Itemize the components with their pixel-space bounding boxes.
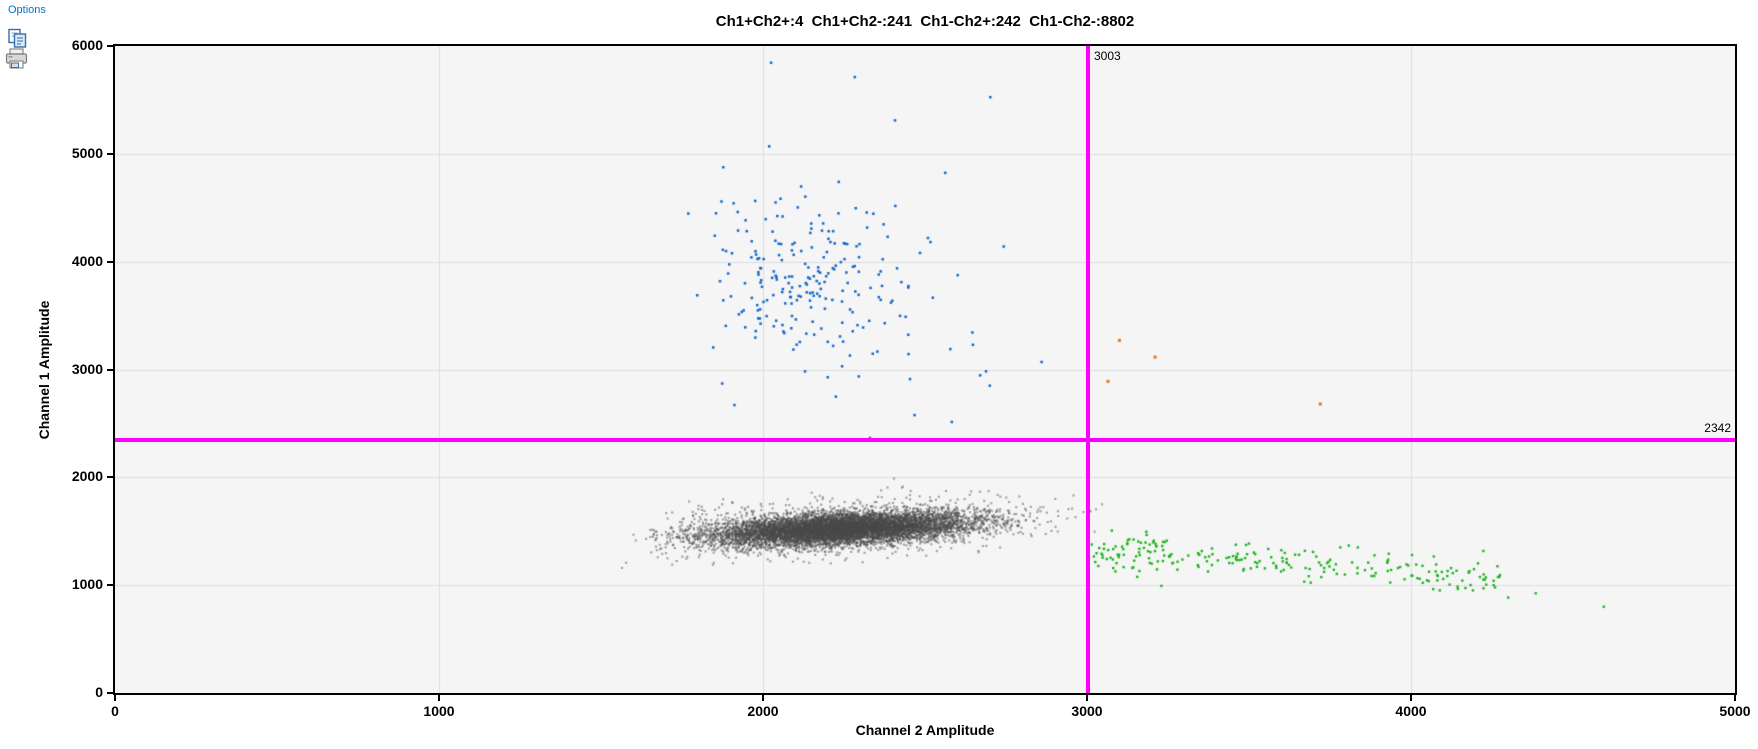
print-icon [5, 48, 28, 69]
x-tick [1734, 693, 1736, 701]
print-chart-button[interactable] [4, 48, 30, 70]
y-tick [107, 152, 115, 155]
y-tick [107, 476, 115, 479]
x-tick-label: 3000 [1071, 703, 1103, 719]
copy-icon [8, 28, 27, 48]
x-tick-label: 2000 [747, 703, 779, 719]
x-tick [1410, 693, 1412, 701]
y-tick [107, 260, 115, 263]
x-tick [114, 693, 116, 701]
options-link[interactable]: Options [8, 4, 46, 16]
x-tick [762, 693, 764, 701]
threshold-line-horizontal[interactable] [115, 438, 1735, 442]
y-tick-label: 0 [95, 684, 103, 700]
x-tick [1086, 693, 1088, 701]
x-axis-label: Channel 2 Amplitude [855, 722, 995, 738]
threshold-value-vertical: 3003 [1094, 49, 1121, 63]
x-tick-label: 4000 [1395, 703, 1427, 719]
y-tick-label: 2000 [71, 468, 103, 485]
y-tick-label: 3000 [71, 360, 103, 377]
y-tick [107, 368, 115, 371]
copy-chart-button[interactable] [6, 28, 32, 50]
y-tick [107, 45, 115, 47]
scatter-canvas[interactable] [115, 46, 1735, 693]
y-tick-label: 5000 [71, 144, 103, 161]
y-tick [107, 692, 115, 694]
x-tick [438, 693, 440, 701]
threshold-value-horizontal: 2342 [1704, 421, 1731, 435]
y-tick-label: 4000 [71, 252, 103, 269]
x-tick-label: 5000 [1719, 703, 1751, 719]
plot-area[interactable]: 3003 2342 [113, 44, 1737, 695]
y-tick-label: 6000 [71, 37, 103, 53]
threshold-line-vertical[interactable] [1086, 46, 1090, 693]
x-tick-label: 0 [111, 703, 119, 719]
x-tick-label: 1000 [423, 703, 455, 719]
y-tick [107, 584, 115, 587]
chart-title: Ch1+Ch2+:4 Ch1+Ch2-:241 Ch1-Ch2+:242 Ch1… [715, 13, 1135, 30]
y-tick-label: 1000 [71, 576, 103, 593]
